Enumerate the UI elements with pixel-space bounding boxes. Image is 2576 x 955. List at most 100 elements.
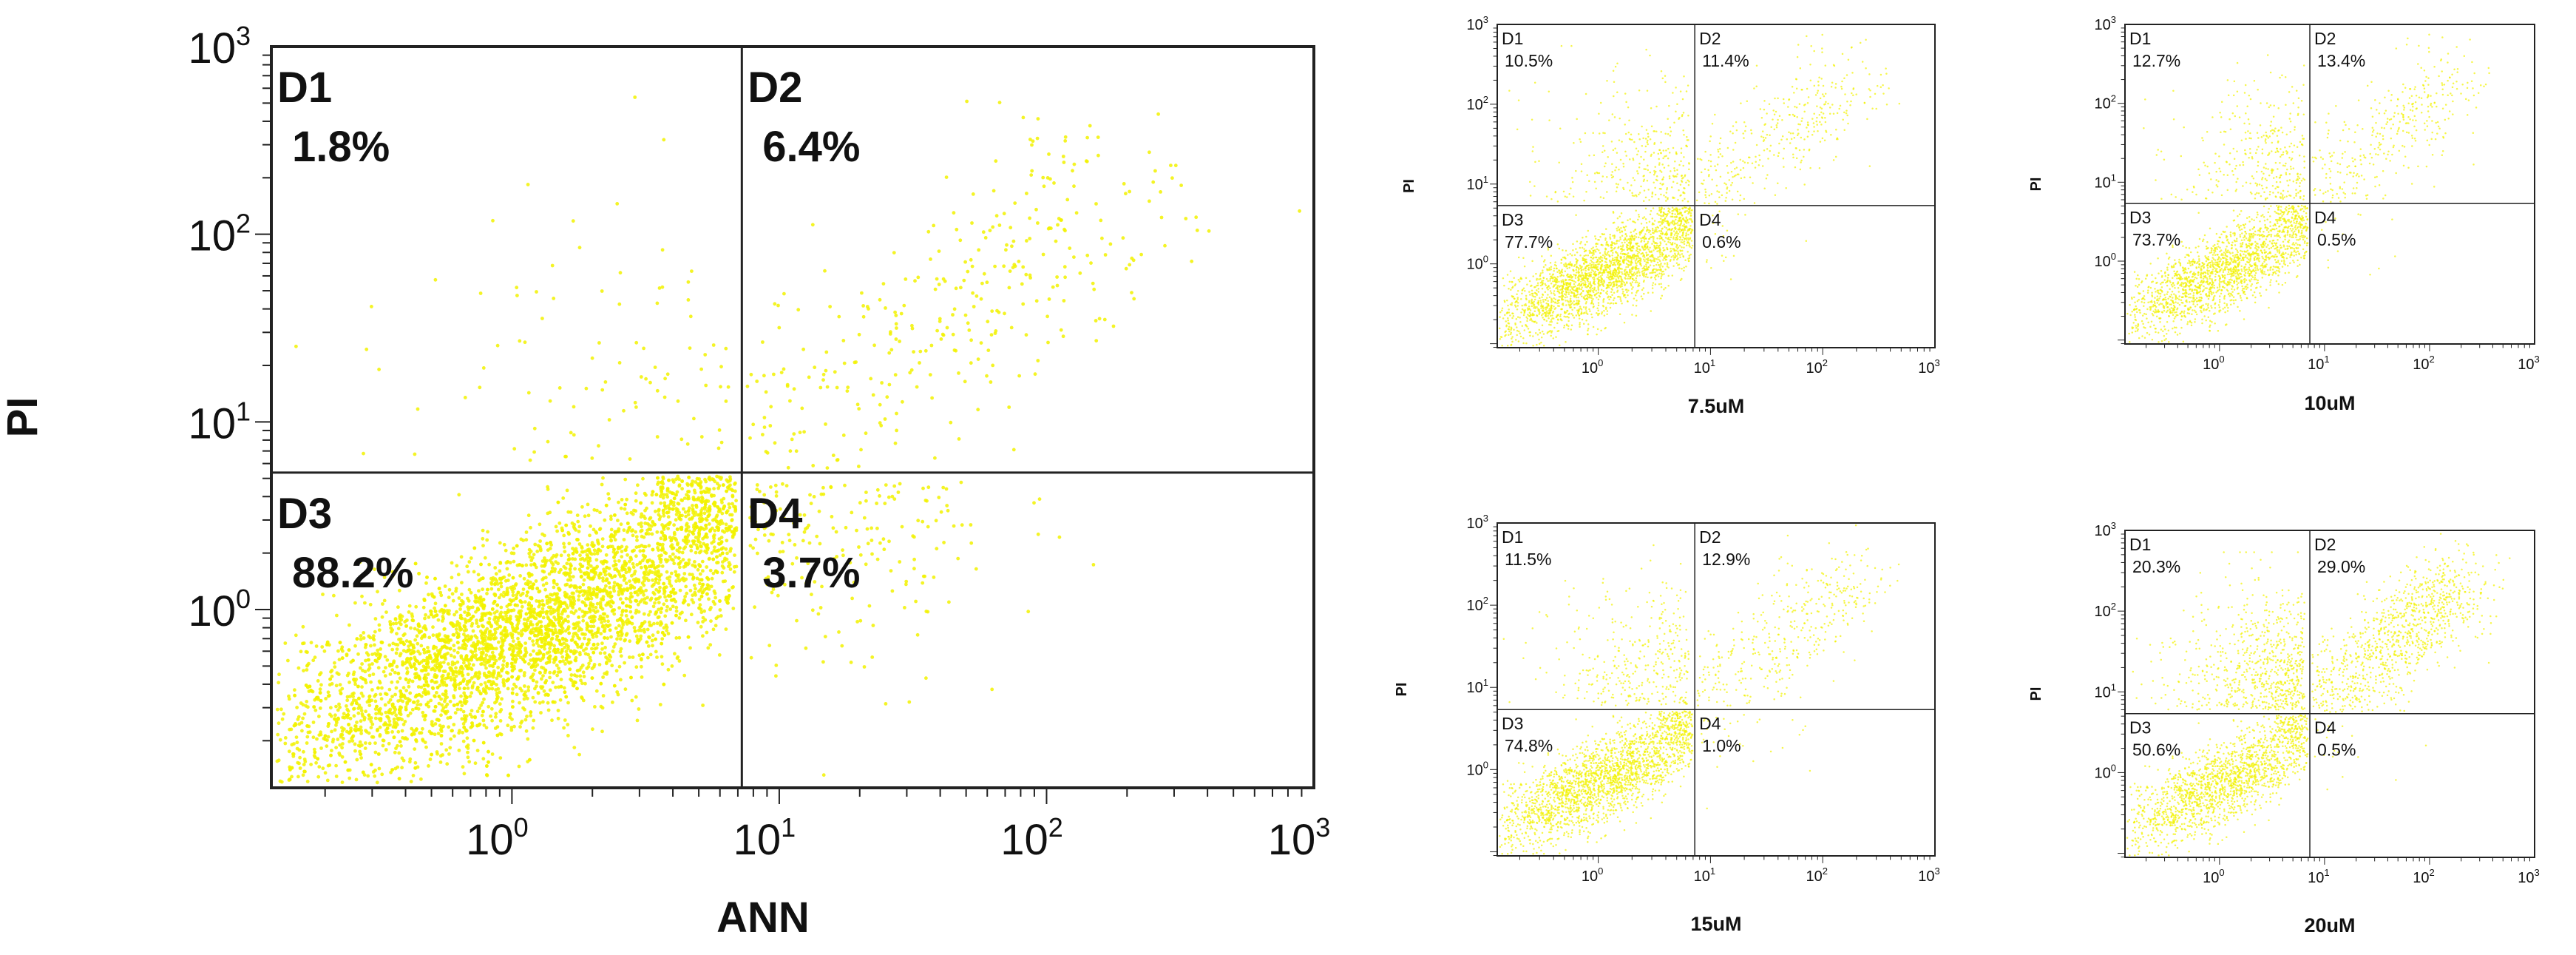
scatter-point — [370, 305, 373, 308]
scatter-point — [543, 533, 546, 538]
scatter-point — [892, 251, 896, 254]
scatter-point — [582, 578, 586, 582]
scatter-point — [637, 522, 641, 526]
scatter-point — [437, 718, 441, 722]
scatter-point — [934, 519, 938, 523]
scatter-point — [686, 635, 691, 639]
scatter-point — [483, 681, 487, 685]
scatter-point — [702, 527, 706, 531]
scatter-point — [631, 565, 636, 570]
scatter-point — [935, 547, 939, 551]
scatter-point — [665, 559, 668, 564]
scatter-point — [381, 743, 385, 748]
scatter-point — [467, 760, 472, 764]
scatter-point — [938, 320, 942, 323]
scatter-point — [519, 537, 523, 541]
scatter-point — [523, 684, 526, 688]
scatter-point — [592, 608, 596, 613]
scatter-point — [435, 655, 439, 659]
scatter-point — [654, 509, 657, 513]
scatter-point — [617, 624, 621, 628]
scatter-point — [564, 523, 569, 527]
scatter-point — [376, 656, 381, 661]
scatter-point — [639, 515, 643, 519]
scatter-point — [801, 539, 805, 543]
scatter-point — [453, 655, 456, 659]
scatter-point — [475, 658, 479, 661]
scatter-point — [362, 718, 367, 722]
scatter-point — [355, 721, 359, 724]
scatter-point — [956, 556, 960, 561]
scatter-point — [631, 528, 634, 533]
scatter-point — [774, 664, 779, 667]
scatter-point — [591, 544, 595, 548]
scatter-point — [522, 673, 526, 678]
scatter-point — [290, 775, 294, 779]
scatter-point — [679, 560, 682, 564]
scatter-point — [547, 650, 552, 654]
scatter-point — [894, 337, 898, 341]
scatter-point — [731, 502, 734, 506]
scatter-point — [489, 587, 494, 591]
scatter-point — [904, 277, 908, 281]
scatter-point — [780, 541, 784, 544]
scatter-point — [629, 510, 634, 515]
scatter-point — [687, 490, 691, 493]
scatter-point — [340, 656, 345, 660]
scatter-point — [767, 644, 772, 647]
scatter-point — [461, 730, 464, 735]
scatter-point — [719, 365, 723, 369]
scatter-point — [867, 604, 872, 608]
scatter-point — [464, 701, 467, 706]
scatter-point — [618, 271, 623, 275]
scatter-point — [707, 522, 711, 526]
scatter-point — [370, 688, 374, 692]
scatter-point — [635, 718, 640, 723]
scatter-point — [511, 576, 515, 580]
scatter-point — [569, 601, 573, 605]
scatter-point — [1061, 155, 1065, 158]
scatter-point — [718, 509, 722, 513]
scatter-point — [323, 771, 328, 775]
scatter-point — [506, 773, 510, 777]
scatter-point — [647, 544, 651, 548]
scatter-point — [575, 589, 579, 593]
scatter-point — [516, 621, 521, 625]
scatter-point — [921, 486, 925, 490]
scatter-point — [566, 578, 570, 582]
scatter-point — [659, 485, 663, 489]
scatter-point — [658, 703, 662, 706]
scatter-point — [725, 557, 729, 561]
scatter-point — [501, 663, 505, 667]
scatter-point — [377, 628, 382, 632]
scatter-point — [958, 238, 963, 243]
scatter-point — [568, 667, 572, 672]
scatter-point — [549, 570, 554, 574]
scatter-point — [638, 560, 643, 564]
scatter-point — [583, 681, 587, 686]
scatter-point — [472, 546, 477, 550]
scatter-point — [364, 729, 367, 732]
scatter-point — [498, 690, 501, 695]
scatter-point — [674, 538, 678, 542]
scatter-point — [546, 708, 551, 712]
scatter-point — [632, 626, 637, 630]
scatter-point — [643, 597, 647, 601]
scatter-point — [302, 669, 305, 672]
scatter-point — [465, 682, 470, 686]
scatter-point — [377, 766, 382, 771]
scatter-point — [393, 692, 397, 697]
scatter-point — [1148, 150, 1151, 155]
scatter-point — [933, 456, 937, 460]
scatter-point — [538, 544, 542, 549]
scatter-point — [555, 664, 559, 667]
scatter-point — [645, 559, 649, 563]
scatter-point — [1173, 163, 1178, 168]
scatter-point — [829, 485, 833, 489]
scatter-point — [471, 629, 475, 633]
scatter-point — [480, 612, 484, 616]
scatter-point — [373, 741, 377, 745]
scatter-point — [579, 645, 583, 649]
scatter-point — [692, 583, 696, 587]
scatter-point — [366, 774, 370, 778]
